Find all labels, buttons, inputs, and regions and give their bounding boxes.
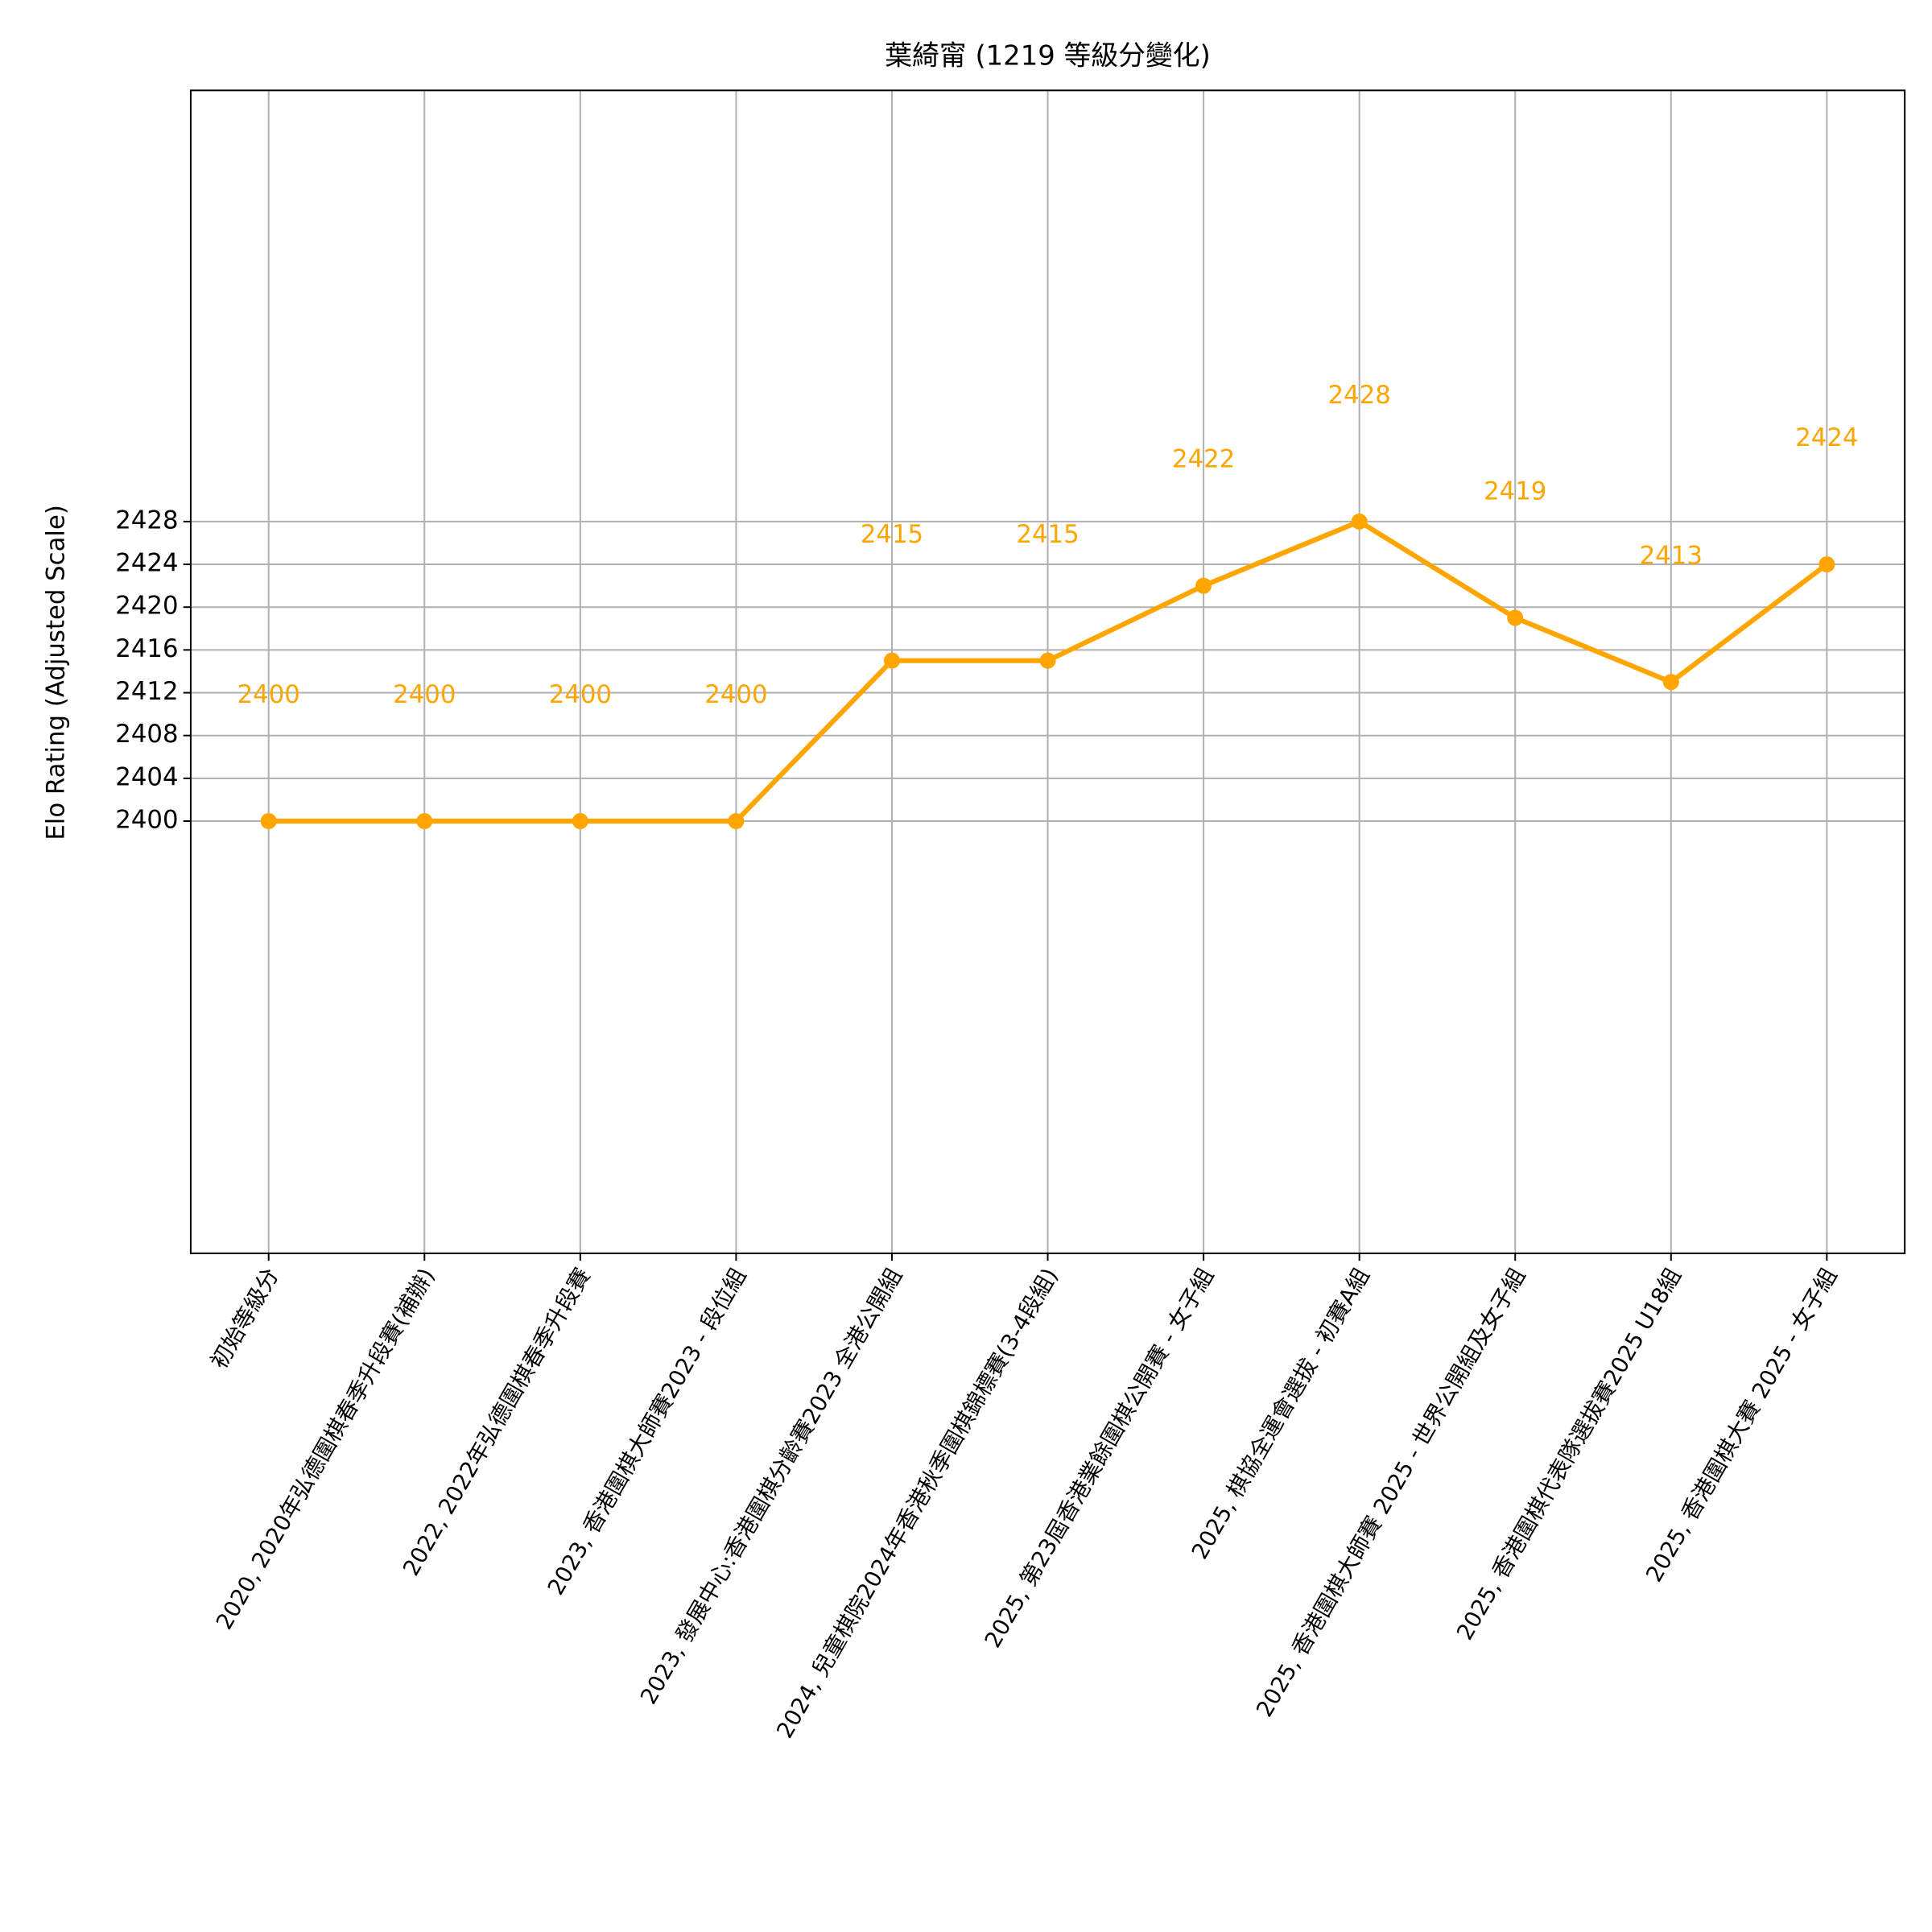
data-point: [572, 813, 588, 830]
y-tick-label: 2404: [115, 762, 178, 791]
data-label: 2400: [549, 680, 612, 709]
data-label: 2415: [861, 520, 923, 549]
data-point: [1662, 674, 1679, 691]
y-tick-label: 2400: [115, 806, 178, 835]
x-tick-label: 2022, 2022年弘德圍棋春季升段賽: [398, 1263, 596, 1580]
y-tick-label: 2416: [115, 634, 178, 663]
data-label: 2424: [1795, 423, 1858, 452]
data-label: 2400: [704, 680, 767, 709]
data-label: 2400: [393, 680, 456, 709]
data-point: [260, 813, 277, 830]
y-tick-label: 2424: [115, 549, 178, 578]
data-point: [1507, 609, 1524, 626]
y-tick-label: 2412: [115, 677, 178, 706]
plot-area: 2400 2404 2408 2412 2416 2420 2424 2428 初始等級分 202…: [115, 89, 1906, 1743]
data-point: [1818, 556, 1835, 573]
y-tick-label: 2420: [115, 592, 178, 621]
data-label: 2415: [1016, 520, 1079, 549]
x-tick-label: 2023, 發展中心:香港圍棋分齡賽2023 全港公開組: [635, 1263, 907, 1708]
y-tick-label: 2408: [115, 720, 178, 749]
data-point: [1195, 577, 1212, 594]
data-point: [883, 652, 900, 669]
data-label: 2422: [1172, 445, 1235, 474]
data-point: [1039, 652, 1056, 669]
x-tick-label: 2025, 棋協全運會選拔 - 初賽A組: [1186, 1263, 1374, 1563]
data-point: [728, 813, 745, 830]
x-tick-label: 初始等級分: [205, 1263, 284, 1373]
data-label: 2419: [1484, 477, 1546, 506]
x-tick-label: 2024, 兒童棋院2024年香港秋季圍棋錦標賽(3-4段組): [771, 1263, 1063, 1742]
data-label: 2413: [1640, 541, 1703, 570]
data-point: [1351, 513, 1368, 530]
y-tick-label: 2428: [115, 506, 178, 535]
chart-title: 葉綺甯 (1219 等級分變化): [885, 39, 1211, 71]
axes-frame: [189, 89, 1906, 1254]
x-tick-label: 2025, 香港圍棋大師賽 2025 - 世界公開組及女子組: [1251, 1263, 1531, 1721]
data-label: 2428: [1328, 381, 1391, 410]
y-axis-label: Elo Rating (Adjusted Scale): [41, 505, 70, 840]
data-label: 2400: [237, 680, 300, 709]
x-tick-label: 2025, 香港圍棋大賽 2025 - 女子組: [1641, 1263, 1843, 1586]
data-point: [416, 813, 433, 830]
